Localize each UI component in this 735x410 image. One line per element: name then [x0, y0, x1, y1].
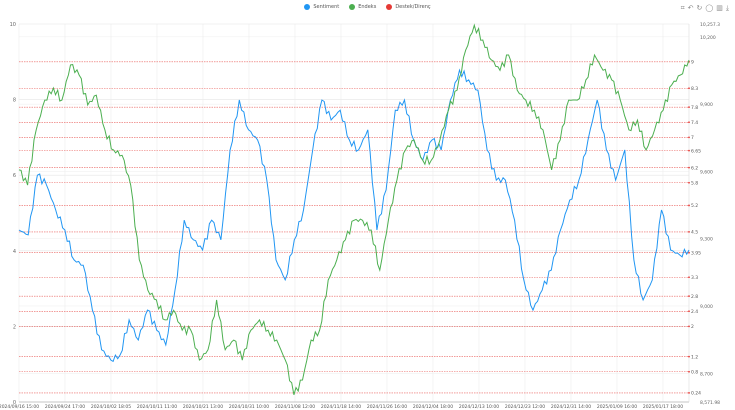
support-resistance-marker: [688, 355, 690, 358]
y-tick-label: 2: [13, 324, 16, 330]
series-line-sentiment: [18, 68, 690, 363]
support-resistance-marker: [688, 87, 690, 90]
x-tick-label: 2024/10/31 10:00: [229, 404, 269, 410]
support-resistance-label: 7: [691, 135, 694, 141]
support-resistance-marker: [688, 276, 690, 279]
y-tick-label: 10: [10, 22, 16, 28]
legend-item-endeks[interactable]: Endeks: [349, 4, 376, 10]
support-resistance-label: 2.4: [691, 309, 698, 315]
support-resistance-label: 3.95: [691, 250, 701, 256]
support-resistance-marker: [688, 136, 690, 139]
right-tick-label: 10,200: [700, 35, 716, 41]
x-tick-label: 2024/09/16 15:00: [0, 404, 39, 410]
support-resistance-label: 1.2: [691, 354, 698, 360]
right-tick-label: 10,257.3: [700, 22, 720, 28]
toolbox: ⌗ ↶ ↻ ◯ ▥ ⤓: [681, 4, 729, 13]
support-resistance-label: 5.2: [691, 203, 698, 209]
support-resistance-marker: [688, 106, 690, 109]
zoom-reset-icon[interactable]: ↶: [687, 4, 694, 12]
support-resistance-label: 6.2: [691, 165, 698, 171]
x-tick-label: 2024/11/08 12:00: [275, 404, 315, 410]
right-tick-label: 8,700: [700, 371, 713, 377]
line-icon[interactable]: ◯: [705, 4, 714, 12]
support-resistance-marker: [688, 181, 690, 184]
y-tick-label: 4: [13, 249, 16, 255]
legend-item-sentiment[interactable]: Sentiment: [304, 4, 339, 10]
right-tick-label: 8,571.98: [700, 400, 720, 406]
support-resistance-label: 7.4: [691, 120, 698, 126]
support-resistance-marker: [688, 325, 690, 328]
support-resistance-marker: [688, 204, 690, 207]
legend-item-support[interactable]: Destek/Direnç: [386, 4, 431, 10]
x-tick-label: 2025/01/09 16:00: [597, 404, 637, 410]
y-tick-label: 6: [13, 173, 16, 179]
support-resistance-label: 2.8: [691, 294, 698, 300]
save-image-icon[interactable]: ⤓: [725, 4, 729, 12]
support-resistance-marker: [688, 149, 690, 152]
support-resistance-label: 2: [691, 324, 694, 330]
legend-label: Sentiment: [313, 4, 340, 10]
support-resistance-marker: [688, 121, 690, 124]
x-tick-label: 2024/10/02 18:05: [91, 404, 131, 410]
y-tick-label: 0: [13, 400, 16, 406]
support-resistance-label: 0.8: [691, 370, 698, 376]
x-tick-label: 2024/11/18 14:00: [321, 404, 361, 410]
x-tick-label: 2024/12/23 12:00: [505, 404, 545, 410]
support-resistance-marker: [688, 370, 690, 373]
sentiment-dot-icon: [304, 4, 311, 10]
x-tick-label: 2024/11/26 16:00: [367, 404, 407, 410]
support-resistance-marker: [688, 392, 690, 394]
right-tick-label: 9,000: [700, 304, 713, 310]
bar-icon[interactable]: ▥: [716, 4, 723, 12]
legend-label: Endeks: [358, 4, 377, 10]
x-tick-label: 2024/09/24 17:00: [45, 404, 85, 410]
support-resistance-label: 5.8: [691, 181, 698, 187]
legend: Sentiment Endeks Destek/Direnç: [0, 4, 735, 10]
support-resistance-label: 0.24: [691, 391, 701, 397]
restore-icon[interactable]: ↻: [696, 4, 703, 12]
support-resistance-label: 4.5: [691, 230, 698, 236]
x-tick-label: 2024/10/11 11:00: [137, 404, 177, 410]
support-resistance-label: 7.8: [691, 105, 698, 111]
support-resistance-label: 3.3: [691, 275, 698, 281]
support-resistance-label: 6.65: [691, 148, 701, 154]
x-tick-label: 2024/10/21 13:00: [183, 404, 223, 410]
y-tick-label: 8: [13, 98, 16, 104]
right-tick-label: 9,300: [700, 237, 713, 243]
support-resistance-label: 9: [691, 60, 694, 66]
support-resistance-marker: [688, 310, 690, 313]
x-tick-label: 2025/01/17 18:00: [643, 404, 683, 410]
endeks-dot-icon: [349, 4, 356, 10]
x-tick-label: 2024/12/13 10:00: [459, 404, 499, 410]
support-dot-icon: [386, 4, 393, 10]
support-resistance-marker: [688, 166, 690, 169]
zoom-icon[interactable]: ⌗: [680, 4, 685, 12]
legend-label: Destek/Direnç: [395, 4, 431, 10]
support-resistance-marker: [688, 295, 690, 298]
series-line-endeks: [18, 23, 690, 395]
right-tick-label: 9,600: [700, 169, 713, 175]
right-tick-label: 9,900: [700, 102, 713, 108]
x-tick-label: 2024/12/04 18:00: [413, 404, 453, 410]
x-tick-label: 2024/12/31 14:00: [551, 404, 591, 410]
support-resistance-label: 8.3: [691, 86, 698, 92]
support-resistance-marker: [688, 251, 690, 254]
support-resistance-marker: [688, 231, 690, 233]
